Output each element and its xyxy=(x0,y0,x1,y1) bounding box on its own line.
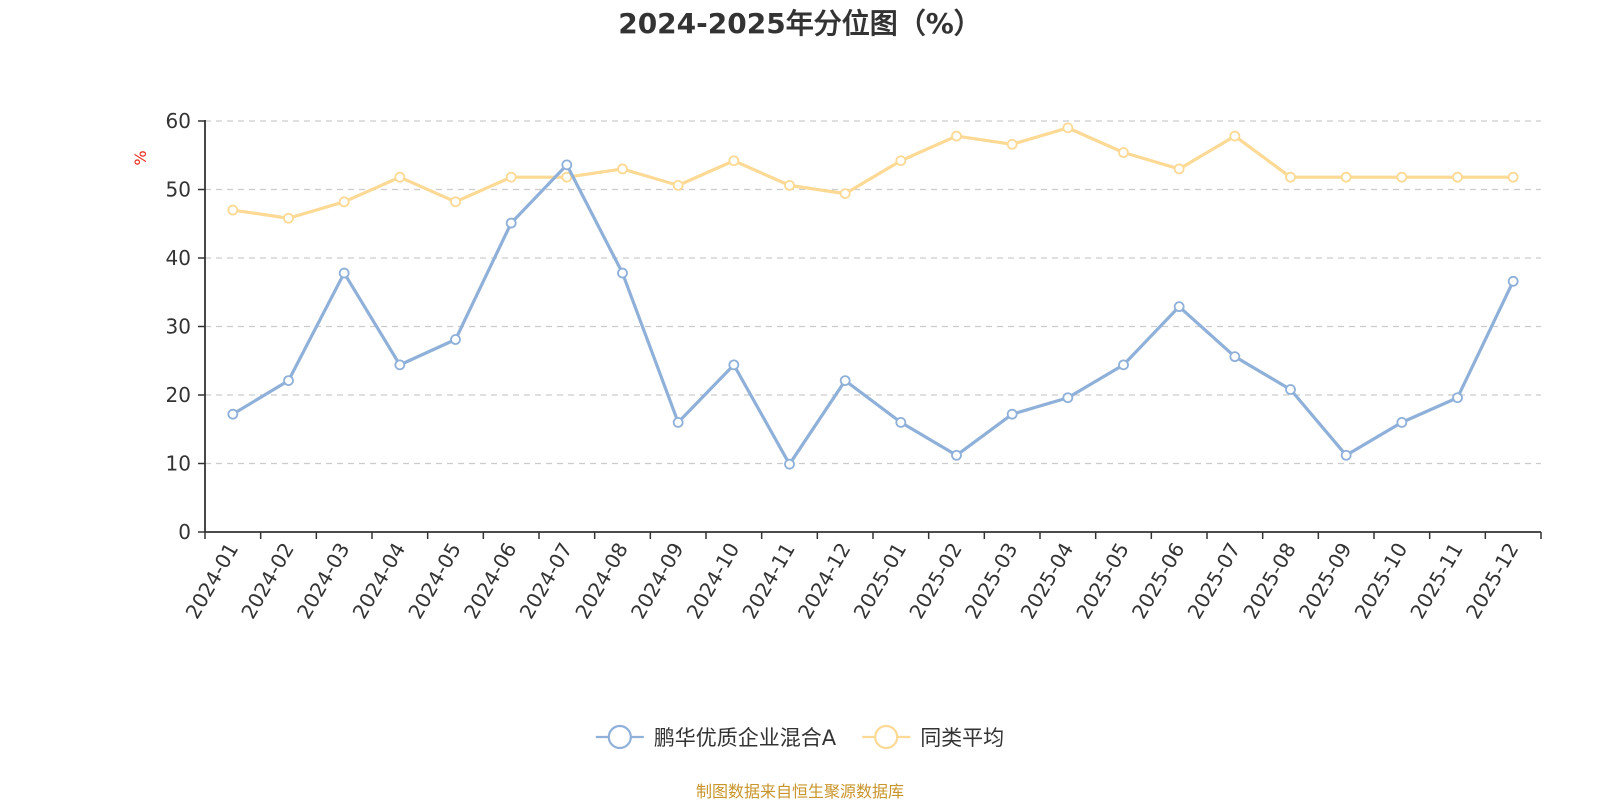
data-point xyxy=(1396,171,1408,183)
y-tick-label: 50 xyxy=(166,178,191,202)
data-point xyxy=(839,375,851,387)
data-point xyxy=(1396,416,1408,428)
data-point xyxy=(617,163,628,175)
data-point xyxy=(394,171,406,183)
y-tick-labels: 0 10 20 30 40 50 60 xyxy=(166,109,191,544)
data-point xyxy=(1340,171,1352,183)
series-line xyxy=(231,126,1515,220)
data-point xyxy=(1006,138,1018,150)
data-point xyxy=(1285,384,1296,395)
data-point xyxy=(505,217,517,229)
x-tick-label: 2024-09 xyxy=(626,539,689,623)
data-point xyxy=(1173,301,1185,313)
y-tick-label: 20 xyxy=(166,383,191,407)
data-point xyxy=(728,155,740,167)
series xyxy=(227,122,1519,470)
y-axis-label: % xyxy=(131,150,150,165)
data-point xyxy=(283,375,294,387)
legend-marker xyxy=(874,724,899,750)
data-point xyxy=(1340,449,1352,461)
x-tick-label: 2024-03 xyxy=(292,539,355,623)
data-point xyxy=(1507,171,1519,183)
series-line xyxy=(231,163,1515,466)
legend-label: 同类平均 xyxy=(920,726,1004,750)
data-point xyxy=(338,267,350,279)
x-tick-label: 2025-03 xyxy=(960,539,1023,623)
data-point xyxy=(1507,275,1519,287)
data-point xyxy=(1006,408,1018,420)
x-tick-label: 2024-02 xyxy=(236,539,299,623)
y-tick-label: 0 xyxy=(178,520,191,544)
data-point xyxy=(951,449,962,461)
y-tick-label: 30 xyxy=(166,315,191,339)
legend-item-1: 同类平均 xyxy=(862,724,1004,750)
data-point xyxy=(450,334,461,345)
data-point xyxy=(1452,171,1463,183)
y-tick-label: 60 xyxy=(166,109,191,133)
data-point xyxy=(227,204,239,216)
legend: 鹏华优质企业混合A 同类平均 xyxy=(595,724,1004,750)
data-point xyxy=(1229,130,1241,142)
data-point xyxy=(895,416,907,428)
y-tick-label: 10 xyxy=(166,452,191,476)
data-point xyxy=(1173,163,1185,175)
data-point xyxy=(283,212,294,224)
data-point xyxy=(450,196,461,208)
x-tick-label: 2025-05 xyxy=(1071,539,1134,623)
legend-item-0: 鹏华优质企业混合A xyxy=(595,724,837,750)
data-point xyxy=(505,171,517,183)
data-point xyxy=(728,359,740,371)
x-tick-label: 2024-01 xyxy=(181,539,244,623)
data-point xyxy=(617,267,628,279)
data-point xyxy=(1118,359,1129,371)
x-tick-label: 2024-08 xyxy=(570,539,633,623)
data-point xyxy=(951,130,962,142)
data-point xyxy=(1285,171,1296,183)
legend-marker xyxy=(607,724,632,750)
x-tick-label: 2024-12 xyxy=(793,539,856,623)
x-tick-label: 2025-10 xyxy=(1350,539,1413,623)
x-tick-label: 2024-06 xyxy=(459,539,522,623)
x-tick-label: 2024-10 xyxy=(682,539,745,623)
data-point xyxy=(1452,392,1463,404)
axes xyxy=(198,120,1542,539)
data-point xyxy=(227,408,239,420)
gridlines xyxy=(205,120,1541,465)
source-note: 制图数据来自恒生聚源数据库 xyxy=(695,782,904,801)
x-tick-labels: 2024-012024-022024-032024-042024-052024-… xyxy=(181,539,1524,623)
chart-title: 2024-2025年分位图（%） xyxy=(618,7,982,40)
data-point xyxy=(1062,392,1074,404)
data-point xyxy=(895,155,907,167)
data-point xyxy=(784,458,795,470)
x-tick-label: 2024-11 xyxy=(737,539,800,623)
x-tick-label: 2025-07 xyxy=(1183,539,1246,623)
series-0 xyxy=(227,159,1519,470)
x-tick-label: 2025-12 xyxy=(1461,539,1524,623)
data-point xyxy=(839,188,851,200)
x-tick-label: 2025-04 xyxy=(1016,539,1079,623)
data-point xyxy=(561,159,573,171)
data-point xyxy=(784,179,795,191)
y-tick-label: 40 xyxy=(166,246,191,270)
x-tick-label: 2024-07 xyxy=(515,539,578,623)
x-tick-label: 2025-08 xyxy=(1238,539,1301,623)
legend-label: 鹏华优质企业混合A xyxy=(654,726,837,750)
data-point xyxy=(1229,351,1241,363)
x-tick-label: 2025-09 xyxy=(1294,539,1357,623)
series-1 xyxy=(227,122,1519,224)
x-tick-label: 2025-01 xyxy=(849,539,912,623)
x-tick-label: 2025-11 xyxy=(1405,539,1468,623)
x-tick-label: 2024-05 xyxy=(403,539,466,623)
data-point xyxy=(672,416,684,428)
data-point xyxy=(338,196,350,208)
data-point xyxy=(561,171,573,183)
x-tick-label: 2024-04 xyxy=(348,539,411,623)
data-point xyxy=(1118,147,1129,158)
data-point xyxy=(1062,122,1074,134)
data-point xyxy=(394,359,406,371)
x-tick-label: 2025-02 xyxy=(904,539,967,623)
data-point xyxy=(672,179,684,191)
x-tick-label: 2025-06 xyxy=(1127,539,1190,623)
